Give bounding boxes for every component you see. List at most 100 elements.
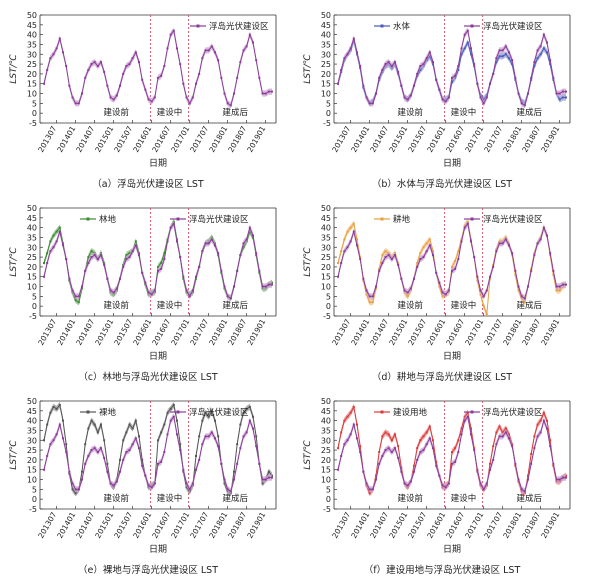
data-point bbox=[523, 301, 526, 304]
legend-label: 建设用地 bbox=[393, 407, 428, 418]
data-point bbox=[128, 423, 131, 426]
data-point bbox=[533, 65, 536, 68]
y-tick-label: 0 bbox=[32, 109, 37, 118]
panel-caption: （f）建设用地与浮岛光伏建设区 LST bbox=[364, 564, 521, 576]
data-point bbox=[337, 468, 339, 471]
data-point bbox=[87, 261, 90, 264]
data-point bbox=[176, 240, 178, 243]
data-point bbox=[223, 478, 226, 481]
data-point bbox=[451, 451, 453, 454]
data-point bbox=[188, 102, 191, 105]
data-point bbox=[71, 96, 74, 99]
data-point bbox=[406, 295, 409, 298]
data-point bbox=[337, 275, 339, 278]
data-point bbox=[239, 61, 242, 64]
data-point bbox=[428, 437, 431, 440]
data-point bbox=[207, 415, 210, 418]
data-point bbox=[106, 84, 109, 87]
data-point bbox=[536, 57, 539, 60]
y-axis-title: LST/℃ bbox=[9, 439, 19, 469]
data-point bbox=[157, 265, 159, 268]
data-point bbox=[473, 63, 476, 66]
data-point bbox=[239, 423, 242, 426]
data-point bbox=[432, 447, 434, 450]
data-point bbox=[400, 277, 403, 280]
y-tick-label: 10 bbox=[27, 90, 37, 99]
data-point bbox=[441, 291, 444, 294]
data-point bbox=[58, 37, 61, 40]
data-point bbox=[245, 238, 248, 241]
data-point bbox=[359, 258, 362, 261]
data-point bbox=[125, 254, 128, 257]
data-point bbox=[435, 460, 438, 463]
data-point bbox=[546, 41, 548, 44]
data-point bbox=[381, 454, 384, 457]
data-point bbox=[255, 445, 258, 448]
data-point bbox=[555, 92, 558, 95]
x-axis-title: 日期 bbox=[149, 158, 167, 169]
series-line-bare bbox=[43, 403, 273, 495]
x-tick-label: 201901 bbox=[245, 124, 267, 153]
data-point bbox=[163, 252, 166, 255]
data-point bbox=[239, 447, 242, 450]
data-point bbox=[378, 76, 381, 79]
data-point bbox=[422, 63, 425, 66]
series-line-pv bbox=[337, 29, 566, 107]
data-point bbox=[419, 252, 422, 255]
y-tick-label: 45 bbox=[27, 214, 37, 223]
data-point bbox=[169, 226, 172, 229]
data-point bbox=[416, 458, 419, 461]
y-tick-label: 20 bbox=[27, 70, 37, 79]
data-point bbox=[160, 460, 163, 463]
data-point bbox=[220, 269, 223, 272]
data-point bbox=[112, 291, 115, 294]
data-point bbox=[514, 269, 517, 272]
data-point bbox=[195, 454, 197, 457]
data-point bbox=[103, 70, 106, 73]
data-point bbox=[74, 492, 77, 495]
data-point bbox=[530, 76, 533, 79]
data-point bbox=[84, 462, 87, 465]
data-point bbox=[555, 478, 558, 481]
data-point bbox=[482, 488, 485, 491]
data-point bbox=[201, 443, 204, 446]
data-point bbox=[119, 84, 121, 87]
y-tick-label: 15 bbox=[321, 80, 331, 89]
panel-caption: （c）林地与浮岛光伏建设区 LST bbox=[78, 371, 218, 383]
data-point bbox=[565, 283, 567, 286]
data-point bbox=[457, 250, 460, 253]
data-point bbox=[210, 238, 213, 241]
y-tick-label: 40 bbox=[27, 224, 37, 233]
data-point bbox=[495, 443, 498, 446]
data-point bbox=[191, 289, 194, 292]
data-point bbox=[381, 435, 384, 438]
data-point bbox=[520, 295, 523, 298]
data-point bbox=[441, 484, 444, 487]
data-point bbox=[444, 486, 447, 489]
chart-panel-e: -505101520253035404550201307201401201407… bbox=[9, 397, 277, 576]
data-point bbox=[160, 431, 163, 434]
data-point bbox=[346, 230, 349, 233]
panel-caption: （a）浮岛光伏建设区 LST bbox=[92, 178, 204, 190]
y-tick-label: 5 bbox=[326, 485, 331, 494]
data-point bbox=[138, 435, 140, 438]
data-point bbox=[229, 490, 232, 493]
data-point bbox=[508, 51, 510, 54]
data-point bbox=[204, 411, 207, 414]
data-point bbox=[485, 96, 488, 99]
data-point bbox=[267, 476, 270, 479]
data-point bbox=[508, 433, 510, 436]
legend-marker bbox=[196, 24, 200, 28]
y-tick-label: 10 bbox=[27, 476, 37, 485]
data-point bbox=[406, 484, 409, 487]
data-point bbox=[482, 102, 485, 105]
data-point bbox=[511, 252, 514, 255]
legend-label: 浮岛光伏建设区 bbox=[483, 407, 543, 418]
y-tick-label: 40 bbox=[27, 31, 37, 40]
data-point bbox=[356, 437, 358, 440]
data-point bbox=[71, 488, 74, 491]
data-point bbox=[447, 289, 450, 292]
data-point bbox=[413, 277, 415, 280]
data-point bbox=[375, 478, 377, 481]
x-axis-title: 日期 bbox=[443, 158, 461, 169]
